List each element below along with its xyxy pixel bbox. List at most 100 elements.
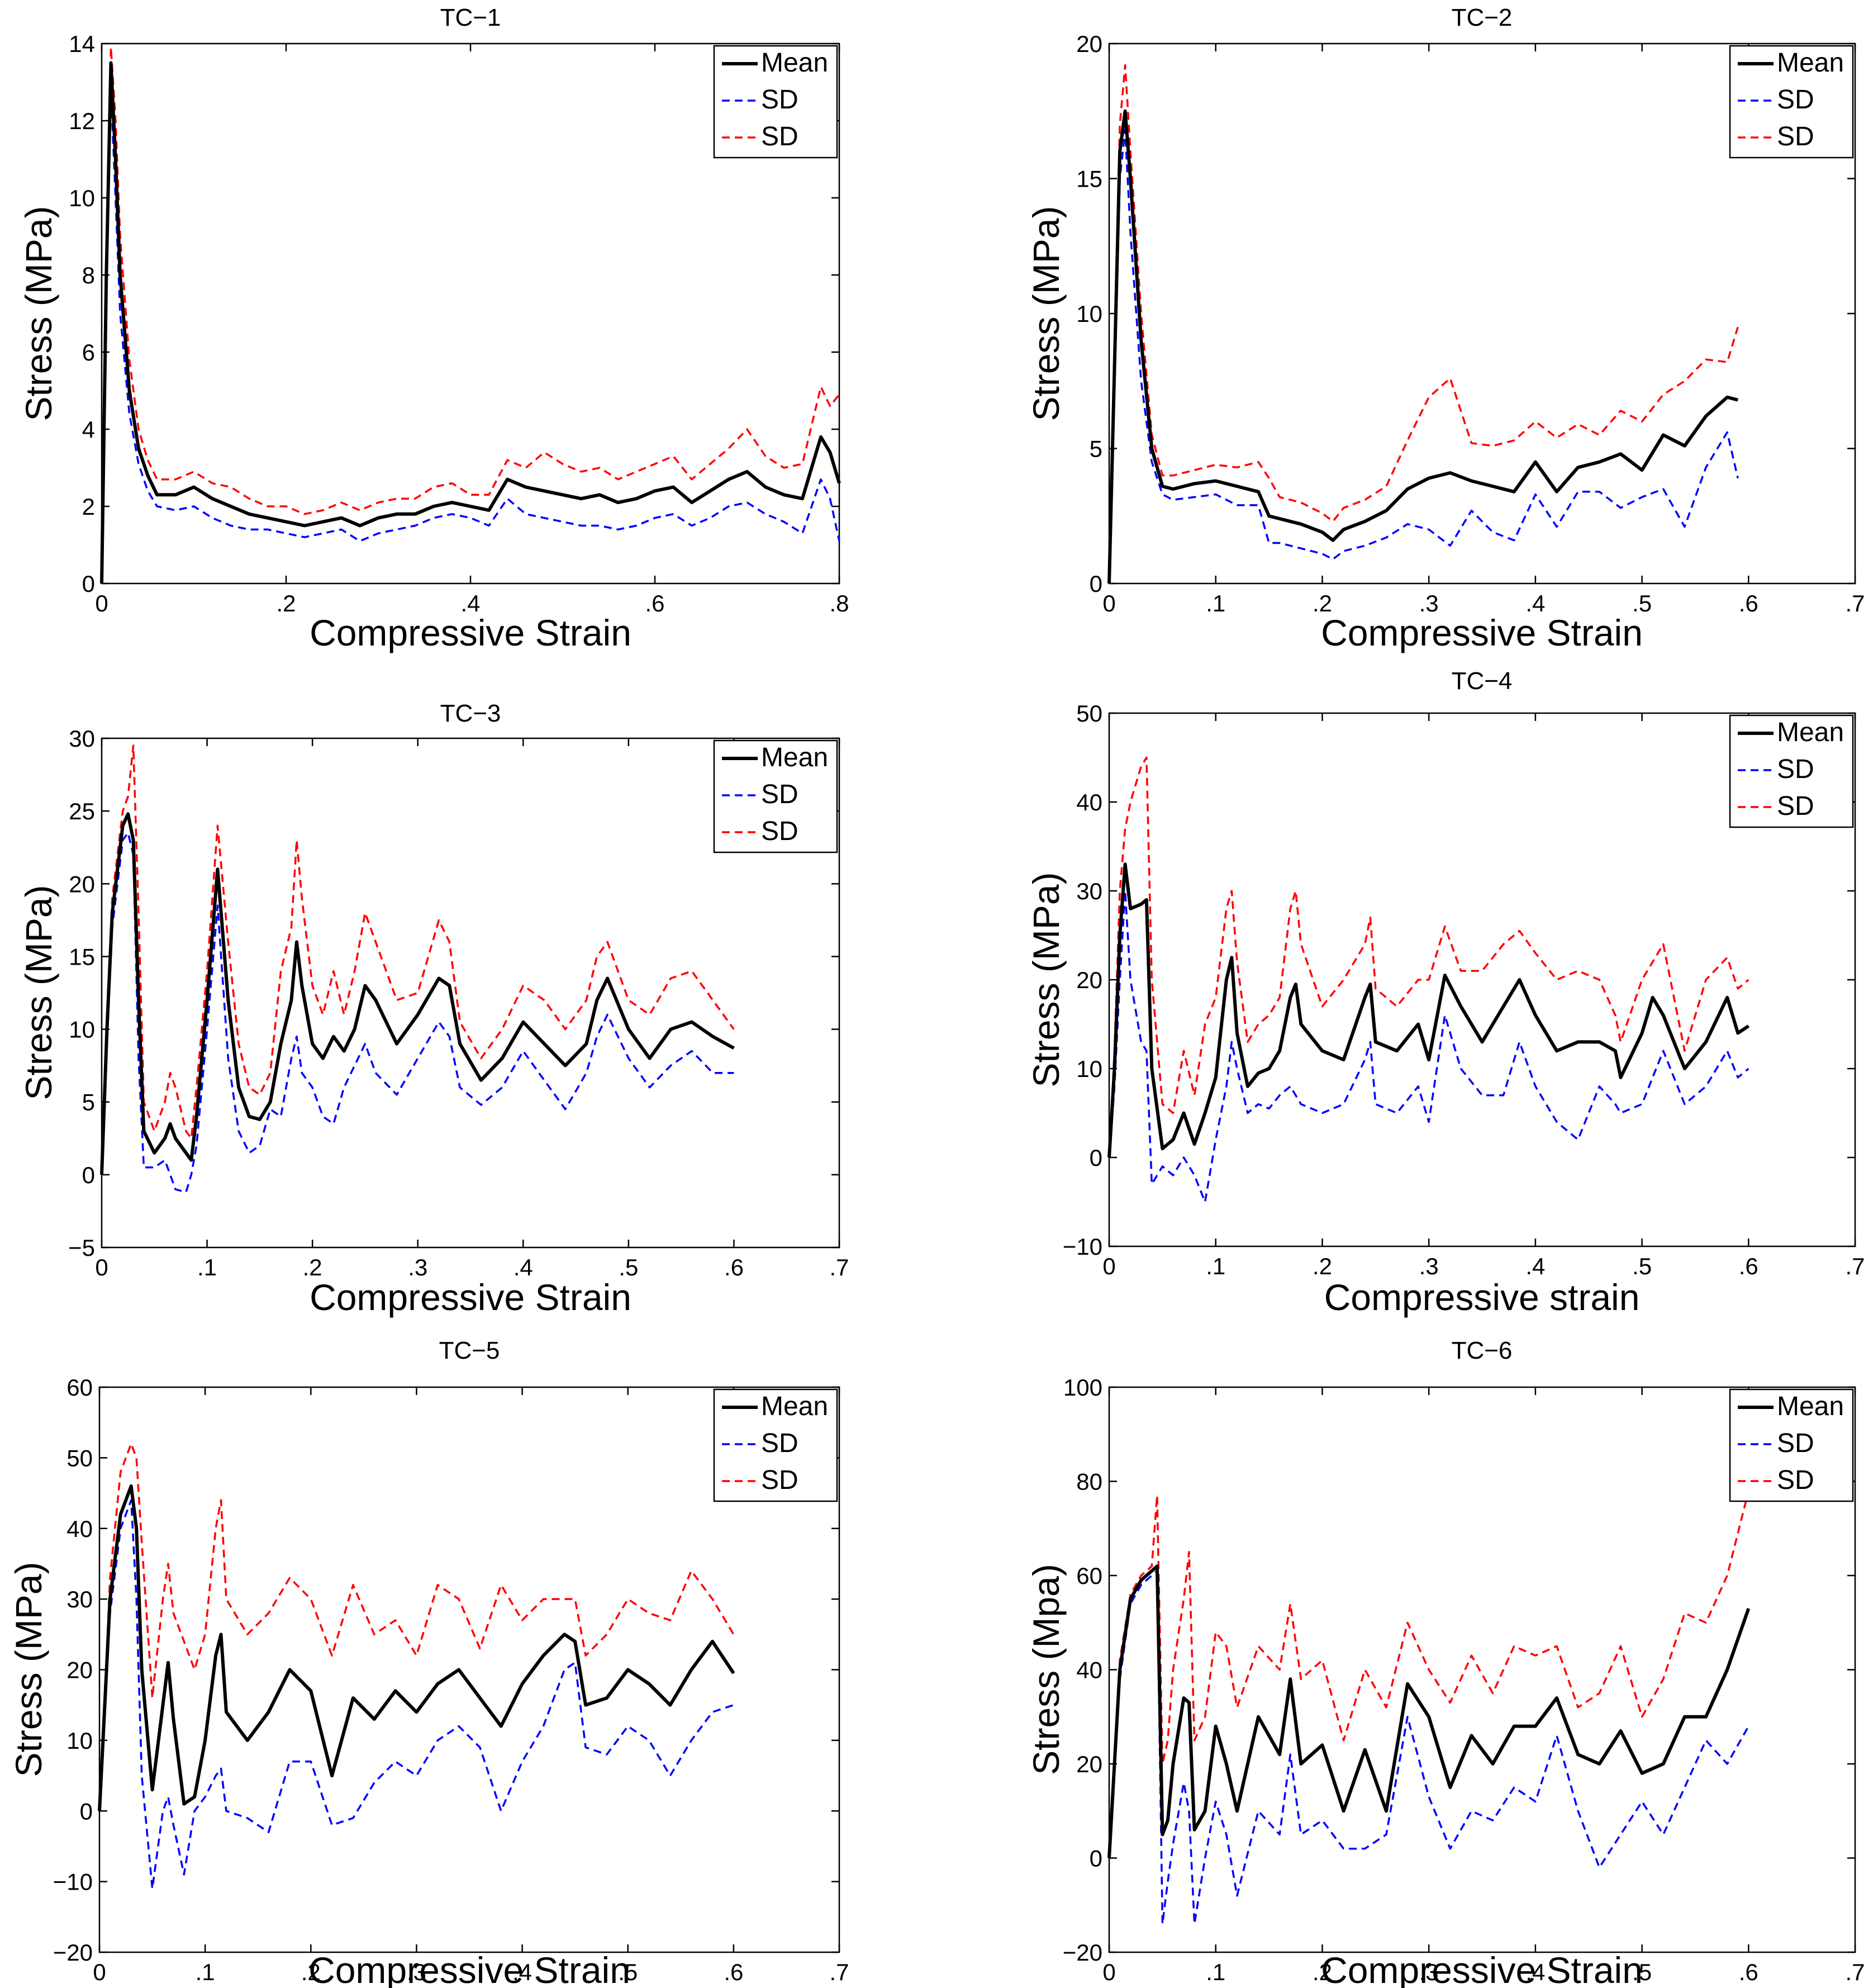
x-tick-label: .5 (619, 1254, 638, 1280)
panel-tc6: TC−6 0.1.2.3.4.5.6.7−20020406080100MeanS… (1025, 1337, 1865, 1988)
y-tick-label: 6 (82, 339, 95, 366)
series-line-sd-red (101, 46, 840, 584)
legend-box (713, 1388, 838, 1502)
y-tick-label: 50 (66, 1445, 93, 1471)
y-tick-label: 20 (1076, 967, 1102, 993)
series-line-sd-blue (1108, 1569, 1750, 1925)
x-tick-label: .3 (408, 1254, 427, 1280)
panel-tc3: TC−3 0.1.2.3.4.5.6.7−5051015202530MeanSD… (18, 700, 849, 1318)
x-tick-label: .3 (407, 1959, 426, 1985)
chart-title: TC−3 (440, 700, 501, 727)
x-axis-label: Compressive Strain (310, 612, 631, 653)
y-tick-label: 15 (69, 943, 95, 970)
panel-tc5: TC−5 0 .1 .2 .3 .4 .5 .6 .7 −20 −10 0 10 20 30 40 50 60 M… (8, 1337, 849, 1988)
y-tick-label: 0 (1090, 1845, 1102, 1872)
y-tick-label: 40 (1076, 789, 1102, 815)
y-tick-label: 8 (82, 262, 95, 288)
x-tick-label: .4 (1525, 1253, 1545, 1279)
y-tick-label: 30 (66, 1586, 93, 1612)
x-tick-label: .5 (618, 1959, 638, 1985)
y-axis-label: Stress (Mpa) (1025, 1564, 1067, 1775)
y-axis-label: Stress (MPa) (8, 1562, 49, 1777)
x-tick-label: .2 (1313, 1959, 1332, 1985)
x-tick-label: 0 (93, 1959, 106, 1985)
series-line-sd-red (1108, 64, 1739, 584)
x-tick-label: 0 (95, 590, 108, 616)
y-tick-label: 100 (1063, 1374, 1102, 1401)
x-tick-label: .6 (645, 590, 664, 616)
legend: Mean SD SD (713, 739, 838, 853)
legend-label: SD (761, 85, 798, 115)
x-tick-label: .2 (276, 590, 296, 616)
series-line-mean (100, 61, 841, 584)
legend-label: Mean (1777, 48, 1844, 78)
x-tick-label: 0 (95, 1254, 108, 1280)
x-tick-label: 0 (1102, 1959, 1115, 1985)
x-tick-label: .3 (1419, 590, 1439, 616)
y-tick-label: 60 (66, 1374, 93, 1401)
x-axis-label: Compressive Strain (1321, 612, 1643, 653)
y-tick-label: 0 (80, 1798, 93, 1824)
y-axis-label: Stress (MPa) (1025, 206, 1067, 421)
x-tick-label: .2 (1313, 1253, 1332, 1279)
series-line-sd-blue (101, 832, 734, 1193)
series-line-sd-blue (1108, 890, 1750, 1203)
x-tick-label: .4 (512, 1959, 532, 1985)
x-tick-label: .6 (1739, 1959, 1758, 1985)
x-tick-label: .6 (724, 1959, 743, 1985)
legend: Mean SD SD (713, 45, 838, 159)
x-tick-label: .7 (1845, 1959, 1865, 1985)
x-tick-label: .4 (1525, 590, 1545, 616)
y-tick-label: 30 (69, 725, 95, 752)
legend-label: SD (1777, 1465, 1814, 1495)
y-tick-label: 0 (82, 1162, 95, 1188)
x-tick-label: .8 (829, 590, 849, 616)
y-tick-label: 40 (66, 1516, 93, 1542)
y-tick-label: 12 (69, 108, 95, 134)
y-axis-label: Stress (MPa) (18, 885, 59, 1100)
y-tick-label: 20 (66, 1657, 93, 1683)
chart-title: TC−6 (1452, 1337, 1513, 1364)
chart-title: TC−5 (439, 1337, 500, 1364)
chart-title: TC−2 (1452, 4, 1513, 31)
x-tick-label: .5 (1632, 590, 1652, 616)
x-axis-label: Compressive Strain (308, 1949, 630, 1988)
y-tick-label: 0 (1090, 1145, 1102, 1171)
series-line-mean (1107, 1564, 1751, 1858)
y-tick-label: 5 (82, 1089, 95, 1116)
legend-label: Mean (1777, 718, 1844, 747)
legend-label: SD (1777, 791, 1814, 821)
x-tick-label: .2 (303, 1254, 322, 1280)
legend-label: Mean (761, 743, 828, 772)
legend-label: Mean (761, 48, 828, 78)
y-tick-label: 10 (69, 185, 95, 211)
x-tick-label: .7 (829, 1254, 849, 1280)
legend-label: SD (761, 122, 798, 151)
series-line-sd-blue (101, 89, 840, 584)
legend-label: SD (1777, 755, 1814, 784)
y-tick-label: 30 (1076, 878, 1102, 904)
y-tick-label: 5 (1090, 436, 1102, 462)
x-tick-label: .7 (1845, 590, 1865, 616)
x-tick-label: .5 (1632, 1959, 1652, 1985)
legend-label: SD (1777, 1429, 1814, 1458)
y-tick-label: 40 (1076, 1657, 1102, 1683)
x-tick-label: .4 (460, 590, 480, 616)
x-tick-label: .2 (301, 1959, 321, 1985)
x-axis-label: Compressive Strain (310, 1277, 631, 1318)
series-line-mean (1107, 862, 1750, 1158)
y-tick-label: 0 (1090, 571, 1102, 597)
y-tick-label: 80 (1076, 1469, 1102, 1495)
y-tick-label: 0 (82, 571, 95, 597)
y-tick-label: −20 (53, 1939, 93, 1966)
legend: Mean SD SD (713, 1388, 838, 1502)
y-tick-label: 60 (1076, 1563, 1102, 1589)
y-tick-label: 20 (1076, 1751, 1102, 1777)
series-line-mean (98, 1484, 735, 1811)
y-tick-label: 10 (1076, 301, 1102, 327)
y-axis-label: Stress (MPa) (18, 206, 59, 421)
legend-label: SD (1777, 122, 1814, 151)
y-axis-label: Stress (MPa) (1025, 872, 1067, 1087)
x-tick-label: .2 (1313, 590, 1332, 616)
